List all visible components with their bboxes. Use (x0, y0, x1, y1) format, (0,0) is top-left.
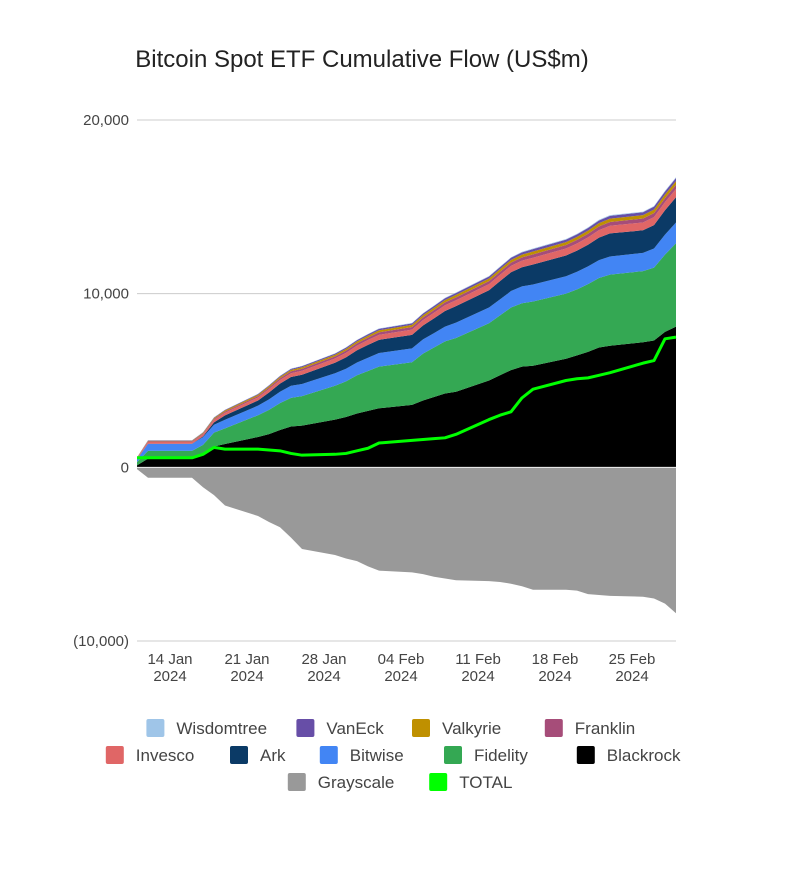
legend-swatch (105, 746, 124, 764)
x-tick-year: 2024 (153, 668, 186, 685)
legend-label: Franklin (575, 719, 635, 738)
y-tick-label: 0 (121, 459, 129, 476)
legend-item-wisdomtree: Wisdomtree (146, 719, 267, 738)
legend-item-blackrock: Blackrock (576, 746, 681, 765)
stacked-areas (137, 177, 676, 614)
x-tick-label: 18 Feb (532, 651, 579, 668)
area-bitwise (137, 222, 676, 462)
legend-swatch (319, 746, 338, 764)
area-fidelity (137, 243, 676, 466)
x-tick-year: 2024 (384, 668, 417, 685)
legend-item-total: TOTAL (429, 773, 512, 792)
y-tick-label: (10,000) (73, 633, 129, 650)
legend-label: Bitwise (350, 746, 404, 765)
legend-label: Ark (260, 746, 286, 765)
x-tick-label: 04 Feb (378, 651, 425, 668)
legend-item-vaneck: VanEck (296, 719, 384, 738)
legend-label: TOTAL (459, 773, 512, 792)
area-vaneck (137, 178, 676, 458)
legend-item-bitwise: Bitwise (319, 746, 404, 765)
x-tick-year: 2024 (538, 668, 571, 685)
legend-item-fidelity: Fidelity (444, 746, 528, 765)
legend-item-invesco: Invesco (105, 746, 195, 765)
legend-swatch (412, 719, 430, 737)
legend-swatch (544, 719, 563, 737)
x-tick-year: 2024 (615, 668, 648, 685)
legend-swatch (444, 746, 462, 764)
legend-swatch (230, 746, 248, 764)
total-line-layer (137, 335, 677, 468)
legend-label: VanEck (326, 719, 384, 738)
area-blackrock (137, 326, 676, 468)
legend-label: Grayscale (318, 773, 395, 792)
x-tick-label: 11 Feb (455, 651, 501, 668)
legend: Wisdomtree VanEck Valkyrie Franklin Invesco A… (105, 719, 681, 792)
legend-swatch (287, 773, 306, 791)
x-tick-year: 2024 (230, 668, 263, 685)
x-tick-label: 14 Jan (147, 651, 192, 668)
y-tick-label: 20,000 (83, 112, 129, 129)
legend-label: Fidelity (474, 746, 528, 765)
legend-swatch (146, 719, 165, 737)
x-tick-label: 25 Feb (609, 651, 656, 668)
line-total (137, 335, 677, 460)
area-ark (137, 197, 676, 460)
area-franklin (137, 184, 676, 459)
legend-label: Invesco (136, 746, 195, 765)
area-invesco (137, 188, 676, 460)
legend-label: Wisdomtree (176, 719, 267, 738)
x-tick-label: 28 Jan (301, 651, 346, 668)
legend-label: Blackrock (607, 746, 681, 765)
legend-item-franklin: Franklin (544, 719, 635, 738)
legend-item-grayscale: Grayscale (287, 773, 395, 792)
legend-swatch (429, 773, 448, 791)
area-valkyrie (137, 181, 676, 458)
x-tick-year: 2024 (307, 668, 340, 685)
legend-swatch (576, 746, 595, 764)
x-tick-label: 21 Jan (224, 651, 269, 668)
chart-title: Bitcoin Spot ETF Cumulative Flow (US$m) (135, 46, 588, 73)
legend-item-ark: Ark (230, 746, 286, 765)
y-tick-label: 10,000 (83, 286, 129, 303)
legend-item-valkyrie: Valkyrie (412, 719, 501, 738)
legend-label: Valkyrie (442, 719, 501, 738)
x-tick-year: 2024 (461, 668, 494, 685)
area-grayscale (137, 467, 676, 614)
legend-swatch (296, 719, 315, 737)
